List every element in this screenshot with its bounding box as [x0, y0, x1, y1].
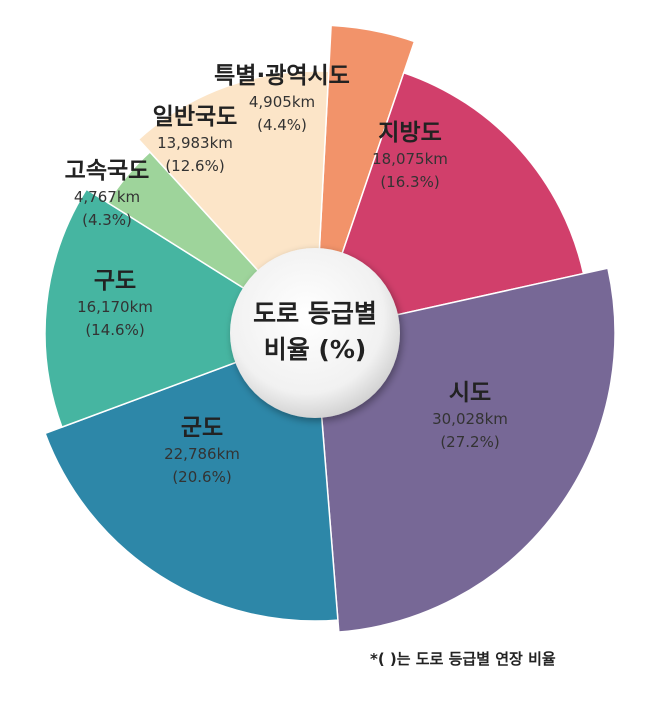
- slice-length-label: 22,786km: [164, 445, 240, 463]
- slice-percent-label: (16.3%): [380, 173, 439, 191]
- slice-percent-label: (14.6%): [85, 321, 144, 339]
- slice-percent-label: (27.2%): [440, 433, 499, 451]
- slice-percent-label: (4.3%): [82, 211, 132, 229]
- center-title-line-1: 도로 등급별: [253, 299, 377, 328]
- pie-slice: [44, 188, 317, 429]
- slice-percent-label: (12.6%): [165, 157, 224, 175]
- slice-category-label: 군도: [181, 415, 223, 441]
- slice-category-label: 구도: [94, 268, 136, 294]
- slice-length-label: 4,767km: [74, 188, 140, 206]
- slice-length-label: 13,983km: [157, 134, 233, 152]
- slice-length-label: 30,028km: [432, 410, 508, 428]
- slice-category-label: 특별·광역시도: [214, 63, 350, 89]
- center-title-line-2: 비율 (%): [264, 335, 367, 364]
- slice-length-label: 18,075km: [372, 150, 448, 168]
- slice-length-label: 16,170km: [77, 298, 153, 316]
- slice-percent-label: (4.4%): [257, 116, 307, 134]
- footnote: *( )는 도로 등급별 연장 비율: [370, 650, 556, 668]
- slice-category-label: 일반국도: [153, 104, 238, 130]
- center-circle: 도로 등급별 비율 (%): [230, 248, 400, 418]
- slice-category-label: 시도: [449, 380, 491, 406]
- slice-category-label: 고속국도: [65, 158, 150, 184]
- slice-length-label: 4,905km: [249, 93, 315, 111]
- pie-slice: [44, 331, 339, 622]
- slice-percent-label: (20.6%): [172, 468, 231, 486]
- slice-category-label: 지방도: [378, 120, 441, 146]
- pie-slice: [313, 71, 585, 335]
